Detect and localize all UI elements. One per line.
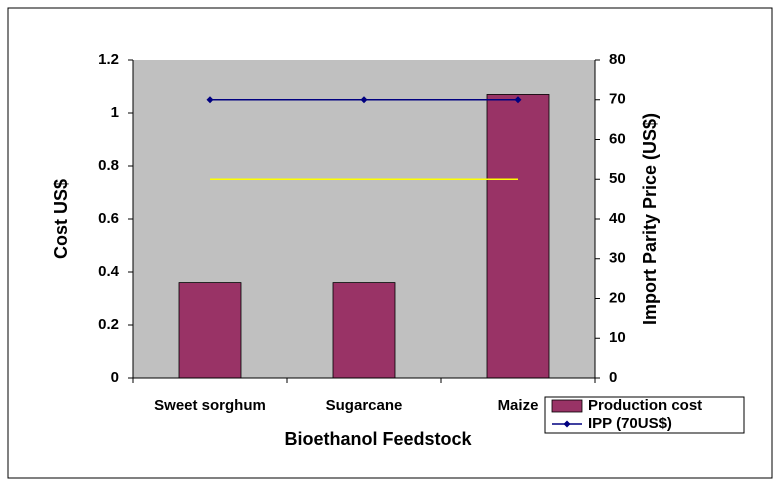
legend-marker <box>563 420 571 428</box>
y2-tick-label: 40 <box>609 210 626 227</box>
y-tick-label: 0.4 <box>98 263 120 280</box>
y2-tick-label: 20 <box>609 289 626 306</box>
chart-frame <box>7 7 773 479</box>
x-tick-label: Sweet sorghum <box>154 397 266 414</box>
y2-tick-label: 30 <box>609 250 626 267</box>
marker <box>206 96 214 104</box>
y-tick-label: 0 <box>111 369 119 386</box>
bar <box>486 94 550 379</box>
x-tick-label: Maize <box>498 397 539 414</box>
y2-tick-label: 10 <box>609 329 626 346</box>
y-tick-label: 0.6 <box>98 210 119 227</box>
bar <box>332 282 396 379</box>
legend-label: Production cost <box>588 397 702 414</box>
y2-tick-label: 60 <box>609 130 626 147</box>
marker <box>360 96 368 104</box>
legend-swatch <box>551 399 583 413</box>
y-tick-label: 0.8 <box>98 157 119 174</box>
y2-tick-label: 0 <box>609 369 617 386</box>
y-tick-label: 0.2 <box>98 316 119 333</box>
y2-tick-label: 70 <box>609 91 626 108</box>
y2-tick-label: 80 <box>609 51 626 68</box>
y-axis-label: Cost US$ <box>51 179 71 259</box>
y2-tick-label: 50 <box>609 170 626 187</box>
legend-label: IPP (70US$) <box>588 415 672 432</box>
y-tick-label: 1.2 <box>98 51 119 68</box>
marker <box>514 96 522 104</box>
y2-axis-label: Import Parity Price (US$) <box>640 113 660 325</box>
x-tick-label: Sugarcane <box>326 397 403 414</box>
x-axis-label: Bioethanol Feedstock <box>284 429 472 449</box>
y-tick-label: 1 <box>111 104 119 121</box>
bar <box>178 282 242 379</box>
